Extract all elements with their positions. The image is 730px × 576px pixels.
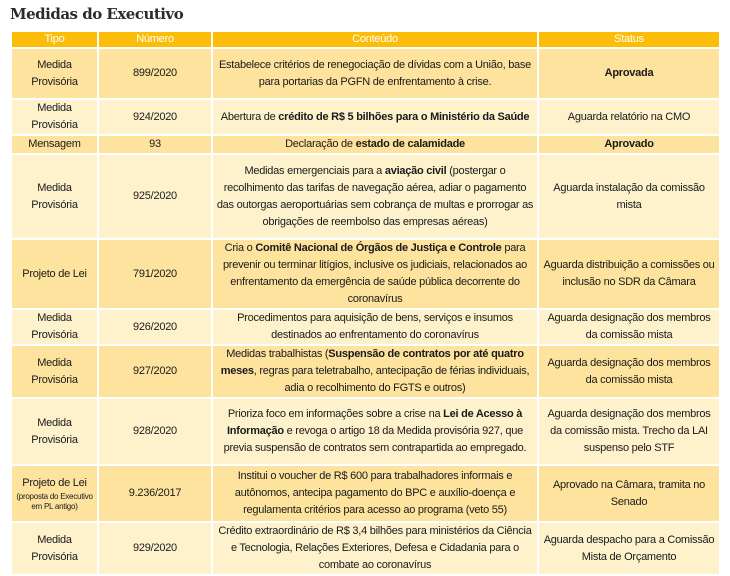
- cell-status: Aprovada: [537, 47, 721, 100]
- cell-numero: 791/2020: [97, 238, 213, 310]
- conteudo-segment: Suspensão de contratos por até quatro me…: [220, 348, 524, 377]
- conteudo-segment: estado de calamidade: [355, 138, 466, 150]
- conteudo-segment: Abertura de: [220, 110, 279, 123]
- conteudo-segment: Estabelece critérios de renegociação de …: [218, 58, 532, 88]
- conteudo-segment: Declaração de: [285, 138, 356, 150]
- conteudo-segment: Institui o voucher de R$ 600 para trabal…: [234, 470, 516, 516]
- conteudo-segment: e revoga o artigo 18 da Medida provisóri…: [223, 425, 527, 454]
- table-header-row: Tipo Número Conteúdo Status: [10, 30, 721, 49]
- tipo-text: Medida Provisória: [31, 102, 78, 131]
- cell-tipo: Medida Provisória: [10, 47, 99, 100]
- cell-tipo: Medida Provisória: [10, 521, 99, 576]
- status-segment: Aguarda relatório na CMO: [567, 110, 691, 123]
- conteudo-segment: para prevenir ou terminar litígios, incl…: [222, 242, 528, 305]
- status-segment: Aprovado na Câmara, tramita no Senado: [552, 478, 706, 508]
- cell-conteudo: Medidas trabalhistas (Suspensão de contr…: [211, 344, 539, 399]
- cell-status: Aguarda designação dos membros da comiss…: [537, 397, 721, 466]
- tipo-text: Medida Provisória: [31, 58, 78, 88]
- table-row: Medida Provisória 925/2020 Medidas emergen…: [10, 153, 721, 240]
- measures-table: Tipo Número Conteúdo Status Medida Provi…: [10, 30, 721, 576]
- cell-conteudo: Prioriza foco em informações sobre a cri…: [211, 397, 539, 466]
- cell-tipo: Medida Provisória: [10, 308, 99, 346]
- table-row: Medida Provisória 927/2020 Medidas trabalh…: [10, 344, 721, 399]
- table-row: Medida Provisória 929/2020 Crédito extraor…: [10, 521, 721, 576]
- cell-numero: 928/2020: [97, 397, 213, 466]
- tipo-text: Medida Provisória: [31, 416, 78, 446]
- cell-status: Aguarda despacho para a Comissão Mista d…: [537, 521, 721, 576]
- conteudo-segment: Lei de Acesso à Informação: [227, 408, 523, 437]
- table-row: Medida Provisória 928/2020 Prioriza foco e…: [10, 397, 721, 466]
- tipo-text: Medida Provisória: [31, 181, 78, 211]
- status-segment: Aguarda designação dos membros da comiss…: [547, 312, 711, 341]
- cell-status: Aguarda designação dos membros da comiss…: [537, 344, 721, 399]
- table-body: Medida Provisória 899/2020 Estabelece crit…: [10, 47, 721, 576]
- tipo-text: Projeto de Lei: [22, 267, 87, 280]
- conteudo-segment: crédito de R$ 5 bilhões para o Ministéri…: [278, 110, 530, 123]
- table-row: Mensagem 93 Declaração de estado de calami…: [10, 134, 721, 155]
- tipo-text: Medida Provisória: [31, 533, 78, 563]
- tipo-text: Medida Provisória: [31, 356, 78, 386]
- status-segment: Aguarda designação dos membros da comiss…: [547, 356, 711, 386]
- cell-numero: 926/2020: [97, 308, 213, 346]
- column-header-tipo: Tipo: [10, 30, 99, 49]
- cell-conteudo: Institui o voucher de R$ 600 para trabal…: [211, 464, 539, 523]
- conteudo-segment: Medidas trabalhistas (: [226, 348, 329, 360]
- cell-conteudo: Medidas emergenciais para a aviação civi…: [211, 153, 539, 240]
- cell-conteudo: Procedimentos para aquisição de bens, se…: [211, 308, 539, 346]
- status-segment: Aguarda designação dos membros da comiss…: [547, 408, 711, 454]
- conteudo-segment: (postergar o recolhimento das tarifas de…: [216, 164, 534, 228]
- page-title: Medidas do Executivo: [10, 5, 184, 23]
- status-segment: Aguarda despacho para a Comissão Mista d…: [543, 533, 715, 563]
- cell-conteudo: Abertura de crédito de R$ 5 bilhões para…: [211, 98, 539, 136]
- tipo-text: Projeto de Lei: [22, 477, 87, 489]
- cell-status: Aprovado na Câmara, tramita no Senado: [537, 464, 721, 523]
- cell-status: Aguarda relatório na CMO: [537, 98, 721, 136]
- conteudo-segment: Prioriza foco em informações sobre a cri…: [227, 408, 444, 420]
- status-segment: Aprovado: [604, 138, 654, 150]
- cell-status: Aprovado: [537, 134, 721, 155]
- conteudo-segment: Crédito extraordinário de R$ 3,4 bilhões…: [218, 525, 532, 571]
- cell-conteudo: Crédito extraordinário de R$ 3,4 bilhões…: [211, 521, 539, 576]
- status-segment: Aguarda instalação da comissão mista: [553, 181, 705, 211]
- conteudo-segment: aviação civil: [384, 164, 447, 177]
- table-row: Projeto de Lei 791/2020 Cria o Comitê Naci…: [10, 238, 721, 310]
- status-segment: Aprovada: [604, 67, 654, 79]
- cell-tipo: Medida Provisória: [10, 344, 99, 399]
- tipo-text: Mensagem: [28, 138, 81, 150]
- tipo-note: (proposta do Executivo em PL antigo): [16, 492, 93, 511]
- cell-conteudo: Declaração de estado de calamidade: [211, 134, 539, 155]
- conteudo-segment: , regras para teletrabalho, antecipação …: [253, 365, 530, 394]
- conteudo-segment: Medidas emergenciais para a: [244, 164, 385, 177]
- column-header-conteudo: Conteúdo: [211, 30, 539, 49]
- cell-numero: 925/2020: [97, 153, 213, 240]
- table-row: Medida Provisória 899/2020 Estabelece crit…: [10, 47, 721, 100]
- conteudo-segment: Cria o: [224, 242, 256, 254]
- status-segment: Aguarda distribuição a comissões ou incl…: [543, 259, 715, 288]
- cell-status: Aguarda designação dos membros da comiss…: [537, 308, 721, 346]
- cell-numero: 93: [97, 134, 213, 155]
- cell-tipo: Projeto de Lei: [10, 238, 99, 310]
- cell-tipo: Medida Provisória: [10, 397, 99, 466]
- cell-numero: 9.236/2017: [97, 464, 213, 523]
- cell-status: Aguarda instalação da comissão mista: [537, 153, 721, 240]
- tipo-text: Medida Provisória: [31, 312, 78, 341]
- cell-numero: 927/2020: [97, 344, 213, 399]
- cell-conteudo: Estabelece critérios de renegociação de …: [211, 47, 539, 100]
- column-header-status: Status: [537, 30, 721, 49]
- column-header-numero: Número: [97, 30, 213, 49]
- cell-tipo: Projeto de Lei (proposta do Executivo em …: [10, 464, 99, 523]
- cell-status: Aguarda distribuição a comissões ou incl…: [537, 238, 721, 310]
- cell-numero: 929/2020: [97, 521, 213, 576]
- cell-conteudo: Cria o Comitê Nacional de Órgãos de Just…: [211, 238, 539, 310]
- table-row: Medida Provisória 926/2020 Procedimentos p…: [10, 308, 721, 346]
- cell-numero: 924/2020: [97, 98, 213, 136]
- conteudo-segment: Procedimentos para aquisição de bens, se…: [237, 312, 513, 341]
- cell-tipo: Medida Provisória: [10, 98, 99, 136]
- table-row: Projeto de Lei (proposta do Executivo em …: [10, 464, 721, 523]
- cell-tipo: Mensagem: [10, 134, 99, 155]
- cell-numero: 899/2020: [97, 47, 213, 100]
- cell-tipo: Medida Provisória: [10, 153, 99, 240]
- table-row: Medida Provisória 924/2020 Abertura de cré…: [10, 98, 721, 136]
- conteudo-segment: Comitê Nacional de Órgãos de Justiça e C…: [255, 242, 502, 254]
